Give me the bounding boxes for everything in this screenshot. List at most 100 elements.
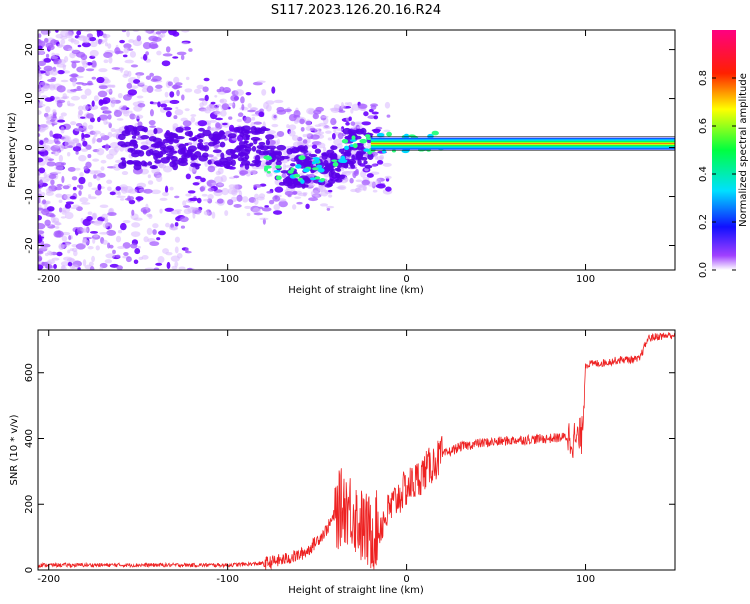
spectrogram-cell <box>227 133 237 139</box>
spectrogram-cell <box>80 148 88 152</box>
spectrogram-cell <box>250 136 261 141</box>
snr-xtick-label: -100 <box>216 574 239 585</box>
spectrogram-cell <box>209 119 217 123</box>
spectrogram-cell <box>376 132 385 138</box>
spectrogram-cell <box>249 169 257 175</box>
spectrogram-cell <box>38 264 44 270</box>
spectrogram-cell <box>308 153 318 158</box>
spectrogram-cell <box>48 83 56 91</box>
spectrogram-cell <box>93 25 97 29</box>
spectrogram-cell <box>289 163 296 167</box>
spectrogram-cell <box>355 179 363 183</box>
spectrogram-cell <box>38 83 42 92</box>
spectrogram-cell <box>274 195 278 200</box>
spectrogram-cell <box>256 80 266 84</box>
spectrogram-cell <box>143 236 149 243</box>
spectrogram-cell <box>179 216 189 223</box>
spectrogram-cell <box>216 103 221 107</box>
spectrogram-cell <box>276 131 285 138</box>
spectrogram-cell <box>172 56 179 59</box>
spectrogram-cell <box>146 213 153 218</box>
spectrogram-cell <box>45 187 52 194</box>
spectrogram-ytick-label: 20 <box>24 43 35 56</box>
spectrogram-cell <box>360 156 368 161</box>
spectrogram-cell <box>401 148 410 154</box>
spectrogram-cell <box>72 146 82 152</box>
spectrogram-cell <box>203 210 210 216</box>
spectrogram-cell <box>73 39 80 45</box>
spectrogram-cell <box>218 131 226 136</box>
spectrogram-cell <box>233 175 240 179</box>
spectrogram-cell <box>308 197 319 202</box>
spectrogram-cell <box>237 79 243 87</box>
spectrogram-cell <box>173 115 178 120</box>
spectrogram-cell <box>79 197 89 203</box>
spectrogram-cell <box>85 23 92 28</box>
spectrogram-cell <box>385 186 392 192</box>
spectrogram-cell <box>162 165 173 173</box>
spectrogram-cell <box>55 30 59 33</box>
snr-xtick-label: -200 <box>37 574 60 585</box>
spectrogram-cell <box>181 42 189 45</box>
spectrogram-cell <box>173 76 180 84</box>
spectrogram-cell <box>362 176 370 181</box>
spectrogram-cell <box>82 60 88 68</box>
spectrogram-cell <box>61 135 71 142</box>
spectrogram-cell <box>174 236 181 243</box>
spectrogram-cell <box>370 103 379 107</box>
spectrogram-cell <box>174 261 179 268</box>
spectrogram-cell <box>275 165 282 169</box>
spectrogram-cell <box>38 255 43 262</box>
spectrogram-cell <box>264 205 269 208</box>
spectrogram-cell <box>87 153 92 159</box>
spectrogram-cell <box>58 207 63 213</box>
spectrogram-cell <box>160 33 166 38</box>
spectrogram-cell <box>146 227 153 236</box>
spectrogram-cell <box>99 204 109 209</box>
spectrogram-cell <box>54 226 60 229</box>
spectrogram-cell <box>348 116 352 122</box>
spectrogram-cell <box>201 193 208 197</box>
spectrogram-cell <box>94 220 103 224</box>
spectrogram-cell <box>266 145 277 150</box>
spectrogram-cell <box>357 103 368 109</box>
colorbar-label: Normalized spectral amplitude <box>738 73 749 227</box>
spectrogram-cell <box>366 173 374 178</box>
spectrogram-cell <box>133 259 139 265</box>
spectrogram-ytick-label: -10 <box>24 188 35 204</box>
spectrogram-cell <box>216 89 222 93</box>
spectrogram-cell <box>147 180 154 185</box>
spectrogram-cell <box>133 161 142 167</box>
spectrogram-cell <box>332 161 339 167</box>
spectrogram-cell <box>68 235 72 241</box>
spectrogram-cell <box>292 190 298 195</box>
spectrogram-cell <box>150 43 159 49</box>
snr-xlabel: Height of straight line (km) <box>288 585 424 596</box>
spectrogram-cell <box>329 152 338 160</box>
spectrogram-cell <box>106 229 117 236</box>
spectrogram-cell <box>58 199 63 203</box>
spectrogram-cell <box>38 60 46 67</box>
spectrogram-cell <box>82 140 88 147</box>
spectrogram-cell <box>164 207 175 212</box>
spectrogram-cell <box>69 74 79 78</box>
spectrogram-cell <box>325 130 332 134</box>
spectrogram-cell <box>159 197 168 201</box>
spectrogram-cell <box>186 267 195 270</box>
spectrogram-cell <box>71 264 79 270</box>
spectrogram-cell <box>54 230 64 238</box>
spectrogram-cell <box>167 81 173 87</box>
spectrogram-cell <box>43 171 47 179</box>
spectrogram-cell <box>131 209 135 216</box>
spectrogram-cell <box>158 230 166 236</box>
spectrogram-cell <box>239 170 249 175</box>
spectrogram-cell <box>89 231 99 234</box>
spectrogram-cell <box>103 51 113 58</box>
spectrogram-cell <box>315 194 320 199</box>
spectrogram-ridge <box>370 137 675 150</box>
spectrogram-cell <box>363 148 370 152</box>
spectrogram-cell <box>43 65 53 72</box>
spectrogram-cell <box>67 261 73 267</box>
spectrogram-cell <box>168 136 174 141</box>
